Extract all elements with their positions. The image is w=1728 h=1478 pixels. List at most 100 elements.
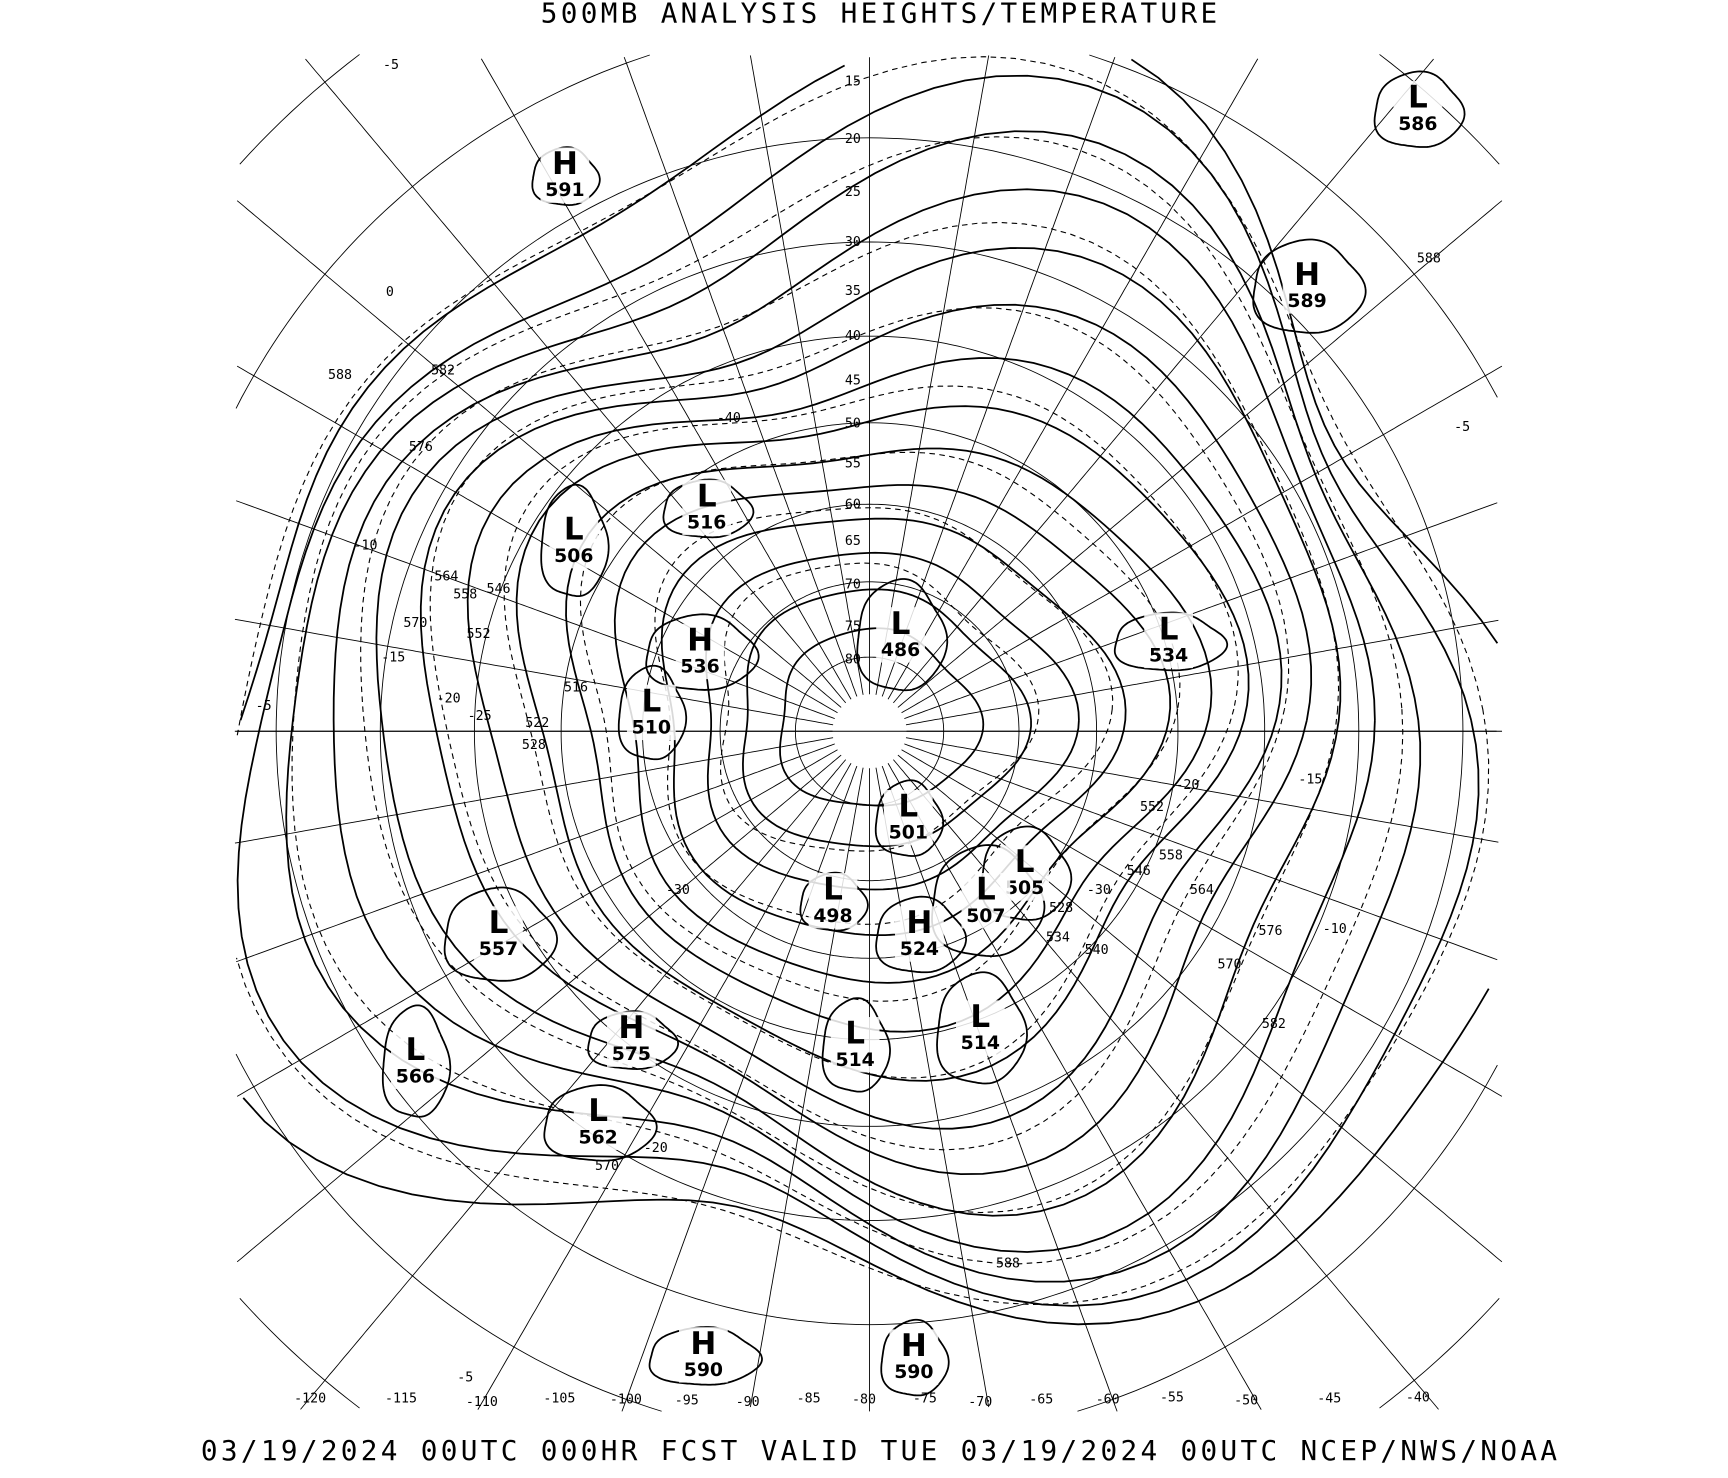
meridian-line [623, 56, 858, 697]
height-contour [236, 74, 1480, 1307]
meridian-line [875, 55, 990, 695]
meridian-line [893, 58, 1434, 704]
lat-lon-grid [234, 54, 1503, 1412]
center-value: 557 [479, 939, 518, 960]
longitude-label: -105 [543, 1392, 575, 1407]
latitude-label: 50 [845, 417, 861, 432]
latitude-label: 25 [845, 185, 861, 200]
low-pressure-center: L [1015, 844, 1035, 880]
temperature-contour-label: -30 [1087, 883, 1111, 898]
center-value: 505 [1005, 878, 1044, 899]
height-contour [540, 483, 610, 597]
longitude-label: -110 [466, 1395, 498, 1410]
meridian-line [236, 754, 842, 1263]
height-contour [617, 664, 688, 761]
center-backdrop [895, 906, 944, 962]
center-backdrop [808, 873, 858, 929]
height-contour [821, 997, 891, 1093]
height-contour [239, 58, 1499, 1326]
height-contour-label: 576 [1259, 924, 1283, 939]
height-contour-label: 546 [486, 582, 510, 597]
longitude-label: -70 [968, 1395, 992, 1410]
high-pressure-center: H [690, 1326, 716, 1362]
map-labels: H591L586H589L506L516H536L510L486L534L501… [256, 58, 1471, 1410]
map-title: 500MB ANALYSIS HEIGHTS/TEMPERATURE [541, 0, 1221, 29]
meridian-line [904, 743, 1498, 961]
meridian-line [897, 200, 1503, 708]
low-pressure-center: L [1159, 611, 1179, 647]
height-contour-label: 564 [1190, 883, 1214, 898]
latitude-label: 15 [845, 74, 861, 89]
temperature-contour [503, 385, 1239, 1079]
height-contour-label: 570 [403, 616, 427, 631]
temperature-contour-label: -10 [354, 539, 378, 554]
center-backdrop [1393, 81, 1443, 137]
height-contour [936, 971, 1028, 1085]
temperature-contour [235, 56, 1490, 1306]
latitude-label: 60 [845, 498, 861, 513]
center-backdrop [626, 684, 676, 741]
center-value: 516 [687, 513, 726, 534]
height-contour-label: 582 [431, 364, 455, 379]
height-contour-label: 588 [1417, 252, 1441, 267]
center-backdrop [675, 623, 725, 680]
temperature-contour-label: -40 [717, 411, 741, 426]
height-contour-label: 540 [1085, 943, 1109, 958]
center-backdrop [682, 479, 732, 536]
longitude-label: -90 [736, 1395, 760, 1410]
height-contour-label: 558 [453, 587, 477, 602]
center-backdrop [573, 1094, 623, 1150]
latitude-label: 45 [845, 374, 861, 389]
height-contour [375, 247, 1342, 1217]
map-footer: 03/19/2024 00UTC 000HR FCST VALID TUE 03… [201, 1434, 1560, 1467]
height-contour-label: 522 [525, 716, 549, 731]
low-pressure-center: L [406, 1032, 426, 1068]
latitude-label: 20 [845, 132, 861, 147]
center-value: 566 [396, 1066, 435, 1087]
height-contour-label: 534 [1046, 931, 1070, 946]
height-contour [874, 779, 945, 857]
meridian-line [234, 737, 834, 844]
temperature-contour-label: -15 [1298, 772, 1322, 787]
center-value: 507 [966, 906, 1005, 927]
latitude-label: 70 [845, 577, 861, 592]
temperature-contour-label: -20 [644, 1141, 668, 1156]
temperature-contour [579, 451, 1181, 1002]
height-contour [285, 130, 1422, 1283]
center-backdrop [607, 1011, 656, 1067]
meridian-line [897, 754, 1503, 1263]
latitude-label: 80 [845, 653, 861, 668]
center-value: 510 [632, 717, 671, 738]
temperature-contour-label: -15 [381, 650, 405, 665]
meridian-line [901, 749, 1503, 1097]
meridian-line [236, 200, 842, 708]
longitude-label: -100 [610, 1393, 642, 1408]
height-contour [705, 551, 1080, 891]
temperature-contour [429, 307, 1290, 1151]
center-value: 486 [881, 640, 920, 661]
height-contour-label: 558 [1159, 849, 1183, 864]
longitude-label: -40 [1406, 1390, 1430, 1405]
low-pressure-center: L [891, 606, 911, 642]
center-backdrop [889, 1329, 939, 1385]
meridian-line [887, 763, 1262, 1410]
meridian-line [905, 737, 1499, 843]
height-contour [515, 405, 1250, 1082]
low-pressure-center: L [1408, 80, 1428, 116]
high-pressure-center: H [1294, 257, 1320, 293]
center-backdrop [830, 1017, 880, 1073]
center-value: 589 [1287, 291, 1326, 312]
high-pressure-center: H [618, 1010, 644, 1046]
temperature-contour-label: -5 [1454, 420, 1470, 435]
longitude-label: -120 [294, 1392, 326, 1407]
center-value: 591 [545, 180, 584, 201]
low-pressure-center: L [823, 872, 843, 908]
height-contour-label: 570 [1218, 957, 1242, 972]
center-value: 536 [680, 657, 719, 678]
longitude-label: -80 [852, 1393, 876, 1408]
center-value: 590 [684, 1360, 723, 1381]
height-contour [466, 357, 1283, 1130]
center-backdrop [883, 789, 933, 846]
meridian-line [749, 767, 864, 1408]
longitude-label: -60 [1096, 1393, 1120, 1408]
